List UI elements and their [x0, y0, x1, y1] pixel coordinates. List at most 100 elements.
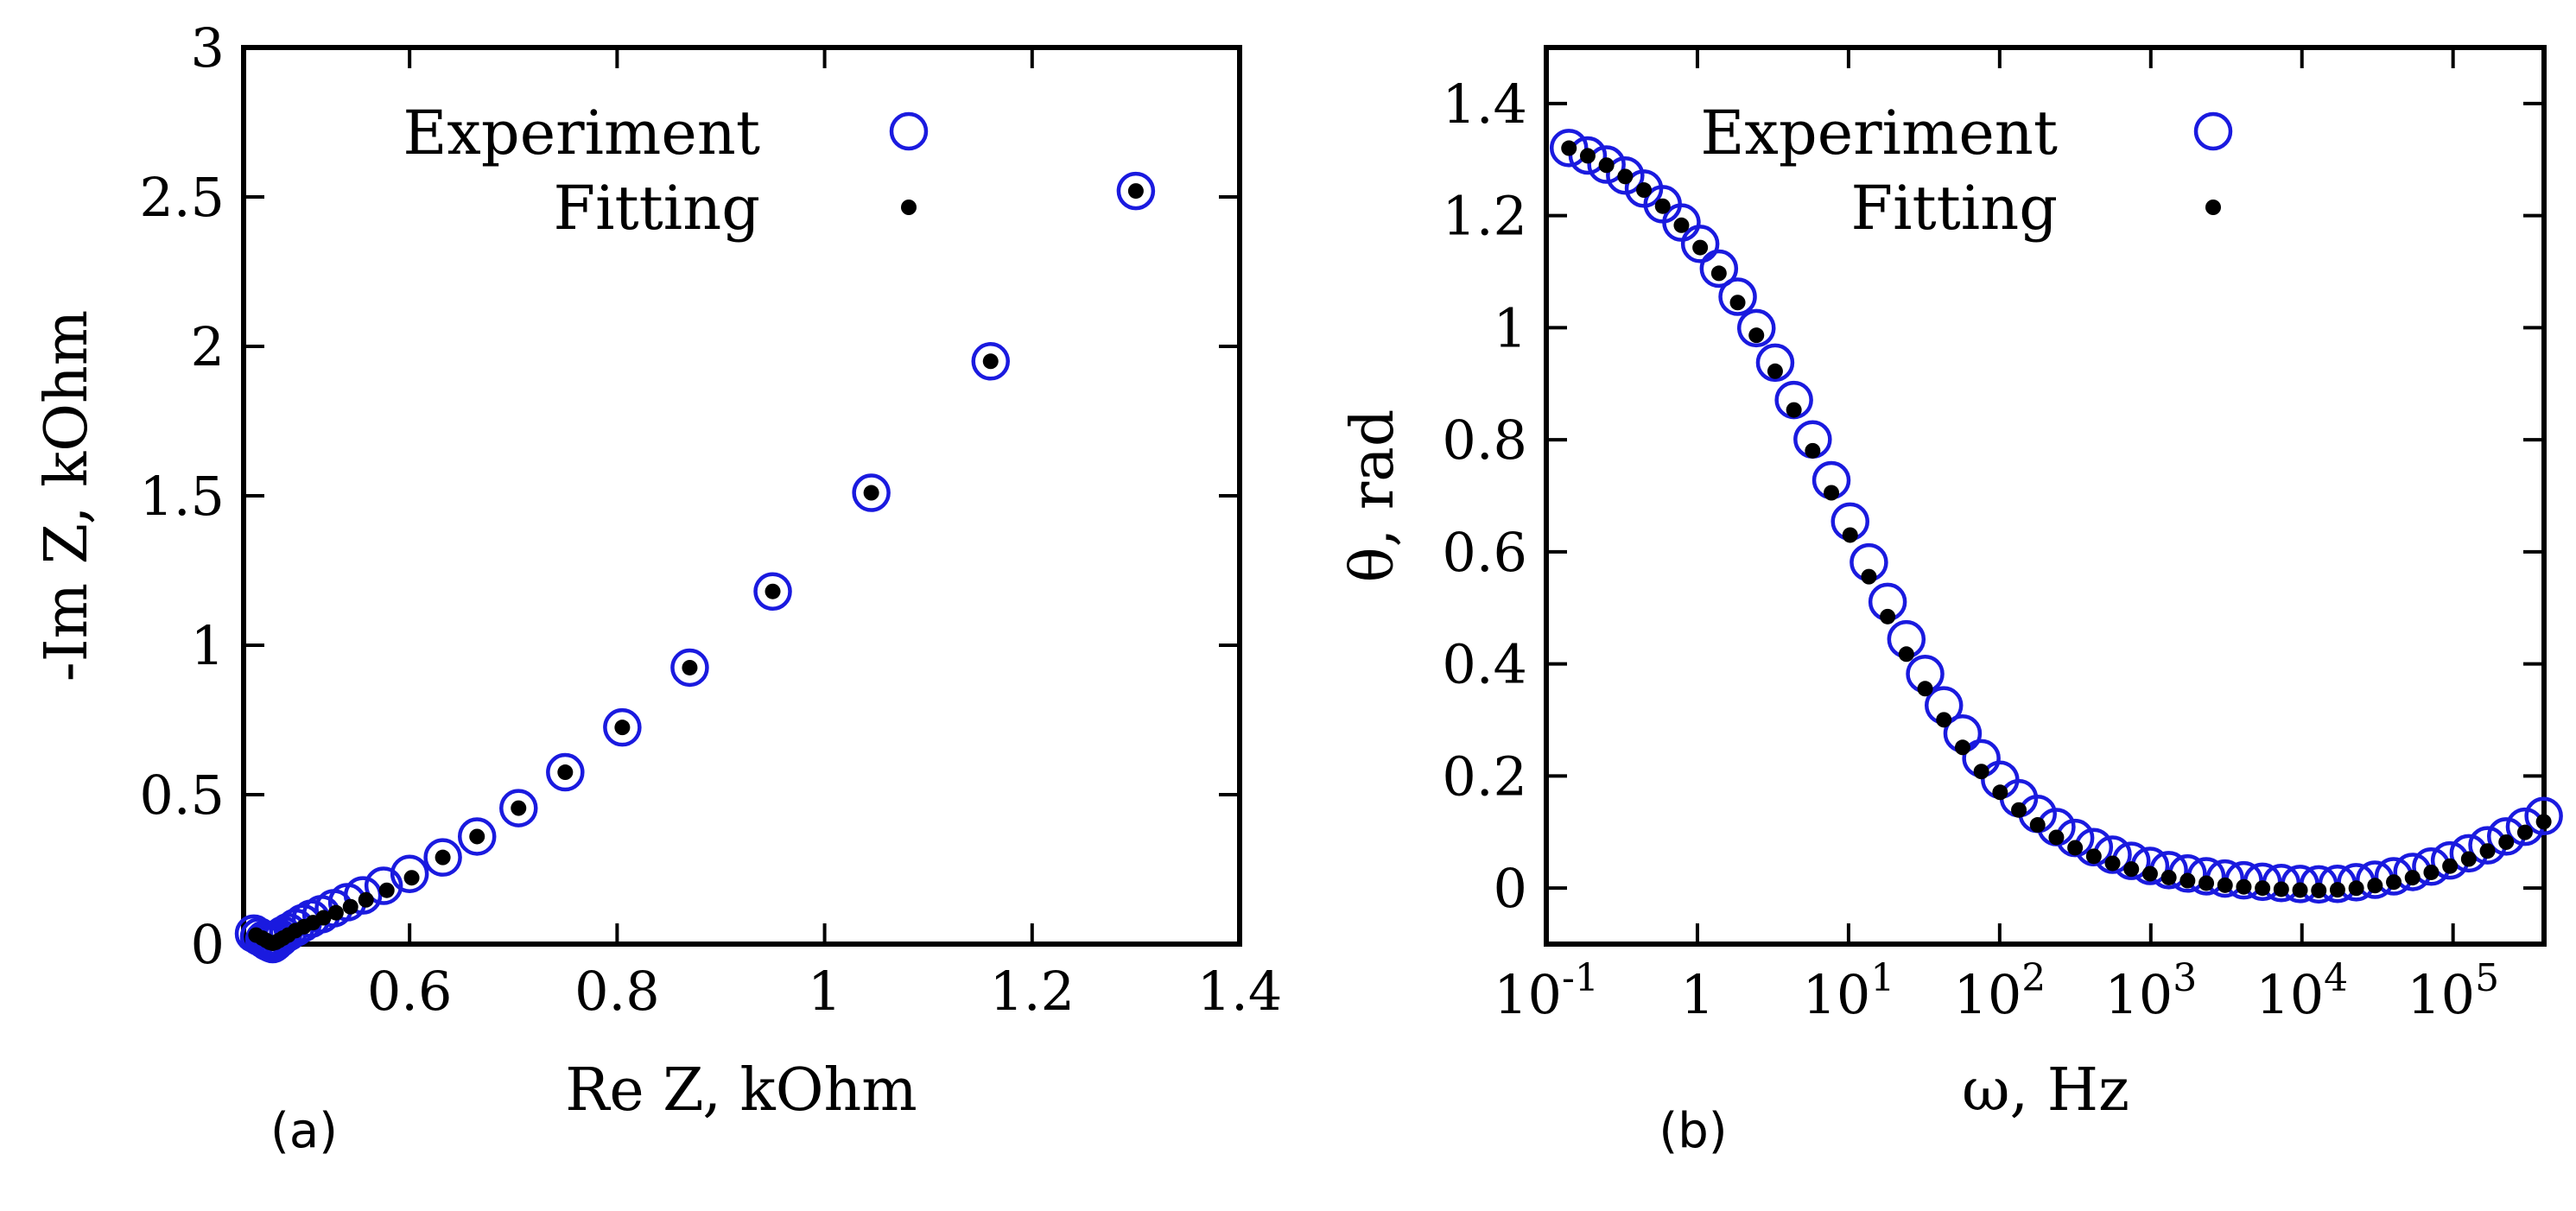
fitting-point: [2160, 869, 2177, 885]
fitting-point: [1861, 568, 1877, 585]
fitting-point: [2460, 851, 2477, 867]
fitting-point: [315, 910, 332, 926]
experiment-point: [499, 789, 538, 827]
x-tick-exponent-b: 3: [2173, 956, 2197, 1000]
fitting-point: [511, 800, 527, 816]
x-axis-label-a: Re Z, kOhm: [565, 1056, 917, 1125]
experiment-point: [1680, 225, 1720, 263]
fitting-point: [1898, 646, 1914, 663]
y-tick-label-a: 2.5: [139, 166, 225, 229]
experiment-point: [364, 866, 403, 905]
experiment-point: [1718, 277, 1757, 316]
fitting-point: [1636, 182, 1653, 199]
fitting-point: [1692, 239, 1709, 256]
x-tick-label-b: 101: [1802, 956, 1894, 1026]
y-tick-label-b: 1.2: [1442, 185, 1527, 248]
y-tick-label-a: 2: [191, 315, 225, 378]
fitting-point: [2273, 881, 2289, 897]
y-tick-label-b: 0.4: [1442, 633, 1527, 696]
x-tick-label-b: 104: [2256, 956, 2348, 1026]
fitting-point: [1786, 402, 1802, 418]
fitting-point: [2516, 824, 2533, 840]
fitting-point: [1598, 157, 1615, 174]
fitting-point: [327, 904, 344, 921]
fitting-point: [2479, 843, 2496, 859]
experiment-point: [1587, 145, 1626, 184]
experiment-point: [1736, 308, 1776, 348]
fitting-point: [358, 891, 374, 908]
fitting-point: [2236, 878, 2252, 895]
fitting-point: [1710, 265, 1727, 282]
legend-label-experiment-b: Experiment: [1700, 98, 2058, 168]
y-tick-label-b: 1.4: [1442, 73, 1527, 136]
experiment-point: [343, 876, 383, 915]
fitting-point: [1880, 608, 1896, 625]
y-tick-label-a: 3: [191, 16, 225, 79]
x-tick-exponent-b: 4: [2324, 956, 2348, 1000]
legend-b: Experiment Fitting: [1700, 98, 2233, 244]
experiment-point: [1699, 249, 1739, 288]
fitting-point: [765, 583, 781, 599]
fitting-point: [2442, 858, 2459, 874]
fitting-point: [2404, 870, 2421, 886]
experiment-point: [2524, 796, 2563, 836]
x-tick-label-a: 1: [808, 960, 841, 1023]
fitting-point: [2311, 882, 2327, 898]
experiment-point: [546, 752, 585, 792]
fitting-point: [2535, 814, 2552, 830]
data-marks-b: [1549, 129, 2563, 904]
fitting-point: [614, 720, 631, 736]
fitting-point: [2011, 802, 2027, 818]
x-tick-label-b: 1: [1680, 963, 1714, 1026]
fitting-point: [682, 659, 698, 675]
y-tick-label-a: 1: [191, 614, 225, 677]
legend-label-fitting-b: Fitting: [1851, 173, 2059, 244]
experiment-point: [423, 838, 462, 877]
fitting-point: [557, 764, 574, 781]
panel-b: 10-1 1 101 102 103 104 10500.20.40.60.811.21.4…: [1339, 45, 2563, 1159]
data-marks-a: [234, 171, 1156, 964]
fitting-point: [1917, 681, 1933, 697]
fitting-point: [2386, 874, 2402, 891]
fitting-point: [982, 353, 999, 370]
legend-marker-experiment: [889, 111, 929, 151]
fitting-point: [1767, 363, 1783, 379]
x-tick-exponent-b: 2: [2021, 956, 2046, 1000]
fitting-point: [1748, 327, 1765, 344]
fitting-point: [2067, 840, 2084, 856]
fitting-point: [2123, 861, 2140, 878]
legend-marker-fitting: [901, 200, 917, 215]
y-tick-label-a: 0.5: [139, 764, 225, 827]
fitting-point: [378, 882, 395, 898]
x-tick-label-b: 102: [1953, 956, 2046, 1026]
panel-label-b: (b): [1659, 1103, 1727, 1159]
legend-marker-experiment-b: [2193, 111, 2233, 151]
experiment-point: [971, 342, 1010, 381]
fitting-point: [1842, 527, 1858, 543]
fitting-point: [2048, 829, 2065, 846]
legend-a: Experiment Fitting: [403, 98, 929, 244]
fitting-point: [863, 485, 879, 501]
experiment-point: [603, 707, 642, 747]
y-tick-label-a: 1.5: [139, 465, 225, 528]
experiment-point: [753, 572, 792, 611]
x-tick-label-a: 0.8: [574, 960, 660, 1023]
fitting-point: [1579, 148, 1596, 164]
fitting-point: [1673, 217, 1690, 233]
fitting-point: [2498, 834, 2515, 850]
legend-marker-fitting-b: [2205, 200, 2221, 215]
y-axis-label-a: -Im Z, kOhm: [33, 310, 101, 682]
fitting-point: [1992, 784, 2008, 801]
x-tick-exponent-b: 1: [1870, 956, 1894, 1000]
plot-frame-b: [1544, 45, 2547, 947]
fitting-point: [2423, 864, 2440, 880]
y-tick-label-b: 0.2: [1442, 745, 1527, 808]
fitting-point: [2029, 817, 2046, 834]
fitting-point: [1654, 198, 1671, 214]
fitting-point: [1127, 183, 1144, 200]
experiment-point: [1755, 343, 1795, 383]
fitting-point: [2141, 865, 2158, 882]
x-tick-label-a: 0.6: [367, 960, 453, 1023]
legend-label-experiment: Experiment: [403, 98, 760, 168]
experiment-point: [852, 473, 891, 512]
